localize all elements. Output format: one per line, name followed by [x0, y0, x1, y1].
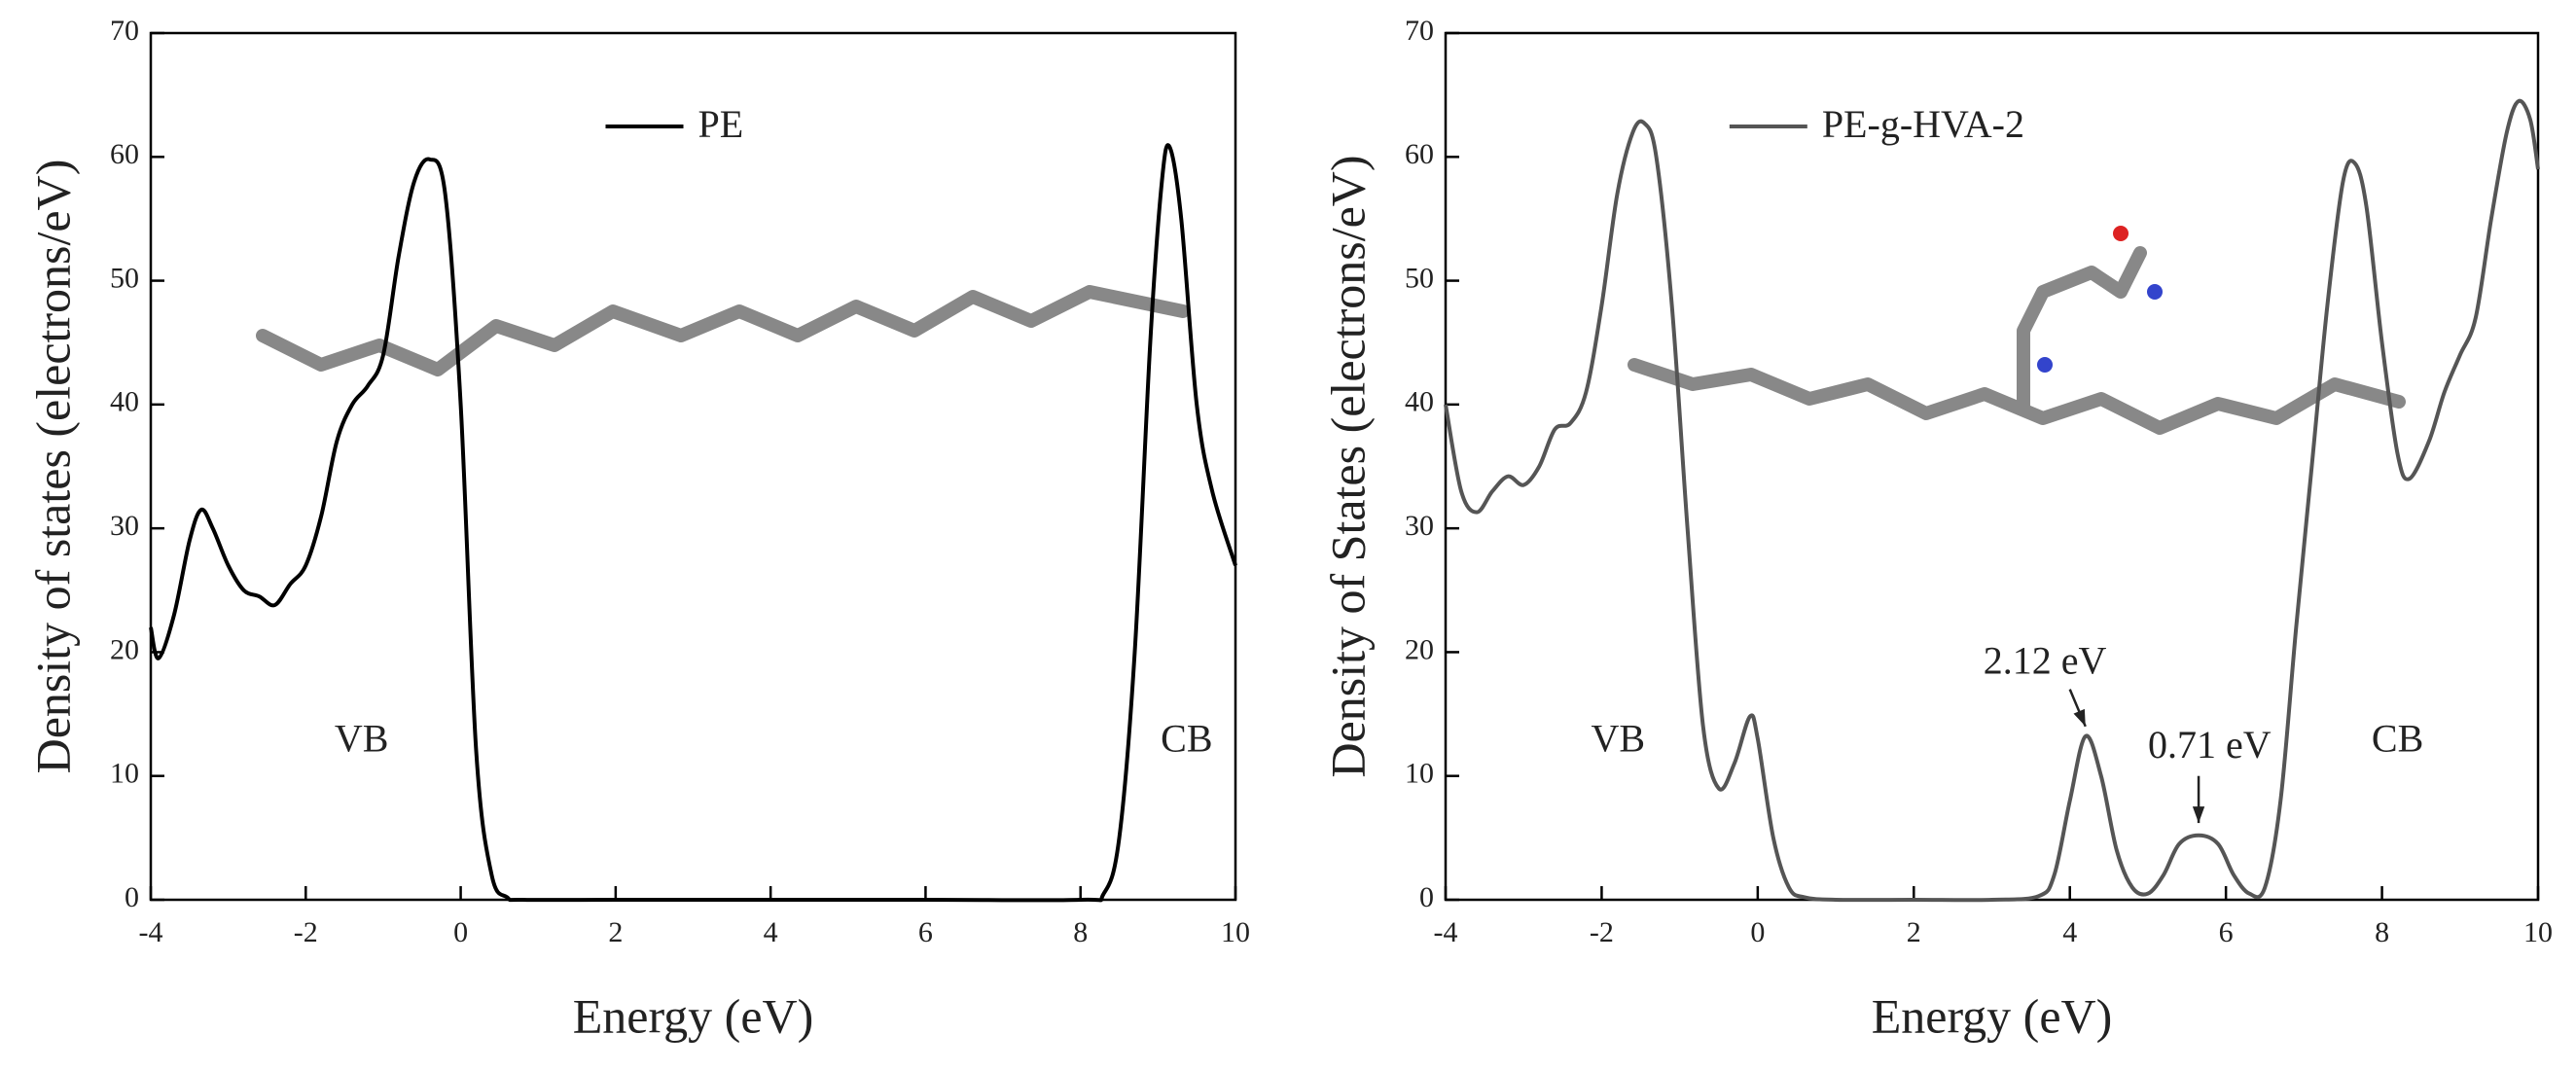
x-tick-label: 4 — [2062, 916, 2077, 948]
x-tick-label: 8 — [1073, 916, 1088, 948]
y-tick-label: 40 — [110, 386, 139, 418]
annotation: CB — [2372, 717, 2423, 761]
x-tick-label: 0 — [453, 916, 468, 948]
x-tick-label: 8 — [2375, 916, 2389, 948]
y-tick-label: 20 — [1405, 633, 1434, 665]
y-tick-label: 70 — [110, 15, 139, 47]
x-tick-label: 4 — [764, 916, 778, 948]
x-tick-label: 2 — [608, 916, 623, 948]
x-axis-label: Energy (eV) — [1872, 988, 2113, 1043]
y-tick-label: 70 — [1405, 15, 1434, 47]
x-tick-label: -2 — [1590, 916, 1614, 948]
y-tick-label: 10 — [110, 758, 139, 790]
x-tick-label: 10 — [2523, 916, 2553, 948]
y-tick-label: 60 — [1405, 138, 1434, 170]
y-tick-label: 10 — [1405, 758, 1434, 790]
y-tick-label: 50 — [110, 262, 139, 294]
plot-frame — [1444, 31, 2540, 902]
molecule-left — [256, 285, 1190, 376]
y-tick-label: 30 — [1405, 510, 1434, 542]
series-line — [1444, 98, 2540, 903]
legend-label: PE-g-HVA-2 — [1822, 102, 2024, 146]
x-tick-label: -4 — [139, 916, 163, 948]
plot-frame — [149, 31, 1237, 902]
x-tick-label: 6 — [918, 916, 933, 948]
x-axis-label: Energy (eV) — [573, 988, 814, 1043]
x-tick-label: 6 — [2219, 916, 2234, 948]
y-tick-label: 0 — [1419, 881, 1434, 913]
series-line — [149, 143, 1237, 903]
y-tick-label: 50 — [1405, 262, 1434, 294]
annotation: VB — [335, 717, 389, 761]
x-tick-label: 0 — [1750, 916, 1765, 948]
annotation: 0.71 eV — [2148, 723, 2272, 767]
molecule-right — [1628, 226, 2406, 435]
annotation: 2.12 eV — [1984, 638, 2107, 682]
arrow-head — [2073, 708, 2086, 727]
y-axis-label: Density of states (electrons/eV) — [25, 160, 80, 774]
y-axis-label: Density of States (electrons/eV) — [1320, 155, 1375, 777]
annotation: VB — [1591, 717, 1645, 761]
x-tick-label: 10 — [1221, 916, 1250, 948]
y-tick-label: 20 — [110, 633, 139, 665]
arrow-head — [2192, 806, 2205, 824]
y-tick-label: 0 — [125, 881, 139, 913]
x-tick-label: 2 — [1907, 916, 1921, 948]
y-tick-label: 40 — [1405, 386, 1434, 418]
legend-label: PE — [698, 102, 744, 146]
annotation: CB — [1161, 717, 1212, 761]
y-tick-label: 60 — [110, 138, 139, 170]
x-tick-label: -2 — [294, 916, 318, 948]
y-tick-label: 30 — [110, 510, 139, 542]
x-tick-label: -4 — [1434, 916, 1458, 948]
